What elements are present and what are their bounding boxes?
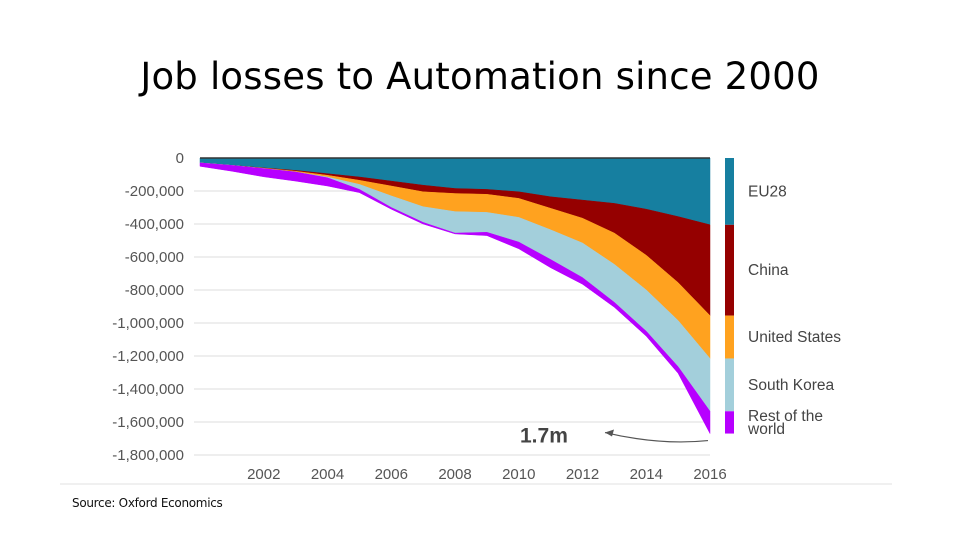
y-tick-label: -800,000 xyxy=(125,282,184,299)
y-tick-label: -400,000 xyxy=(125,216,184,233)
legend-swatch xyxy=(725,158,734,225)
x-tick-label: 2010 xyxy=(502,466,535,483)
annotation-arrow xyxy=(604,431,709,443)
legend-swatch xyxy=(725,224,734,316)
x-tick-label: 2004 xyxy=(311,466,344,483)
y-axis-tick-labels: 0 -200,000 -400,000 -600,000 -800,000 -1,000,… xyxy=(112,150,184,464)
legend-label: world xyxy=(747,421,785,438)
y-tick-label: -1,400,000 xyxy=(112,381,184,398)
area-chart: 0 -200,000 -400,000 -600,000 -800,000 -1,000,… xyxy=(60,150,892,485)
x-tick-label: 2012 xyxy=(566,466,599,483)
x-tick-label: 2014 xyxy=(630,466,663,483)
x-tick-label: 2002 xyxy=(247,466,280,483)
legend-swatch xyxy=(725,358,734,412)
legend-label: South Korea xyxy=(748,377,835,394)
y-tick-label: 0 xyxy=(176,150,184,167)
legend-swatch xyxy=(725,315,734,359)
y-tick-label: -1,000,000 xyxy=(112,315,184,332)
y-tick-label: -200,000 xyxy=(125,183,184,200)
area-rest-of-the-world xyxy=(199,162,711,434)
y-tick-label: -1,800,000 xyxy=(112,447,184,464)
annotation-label: 1.7m xyxy=(520,425,568,448)
x-tick-label: 2016 xyxy=(693,466,726,483)
legend-label: United States xyxy=(748,329,841,346)
legend-label: Rest of the xyxy=(748,408,823,425)
total-annotation: 1.7m xyxy=(520,425,709,448)
gridlines xyxy=(60,190,892,485)
x-axis-tick-labels: 2002 2004 2006 2008 2010 2012 2014 2016 xyxy=(247,466,727,483)
arrow-head xyxy=(605,429,614,437)
y-tick-label: -600,000 xyxy=(125,249,184,266)
y-tick-label: -1,600,000 xyxy=(112,414,184,431)
legend-swatch xyxy=(725,411,734,434)
legend-label: China xyxy=(748,262,789,279)
slide-title: Job losses to Automation since 2000 xyxy=(140,55,820,98)
legend: EU28 China United States South Korea Rest of… xyxy=(725,158,841,438)
stacked-areas xyxy=(199,157,711,434)
source-note: Source: Oxford Economics xyxy=(72,496,223,510)
legend-label: EU28 xyxy=(748,183,787,200)
y-tick-label: -1,200,000 xyxy=(112,348,184,365)
x-tick-label: 2006 xyxy=(375,466,408,483)
x-tick-label: 2008 xyxy=(438,466,471,483)
